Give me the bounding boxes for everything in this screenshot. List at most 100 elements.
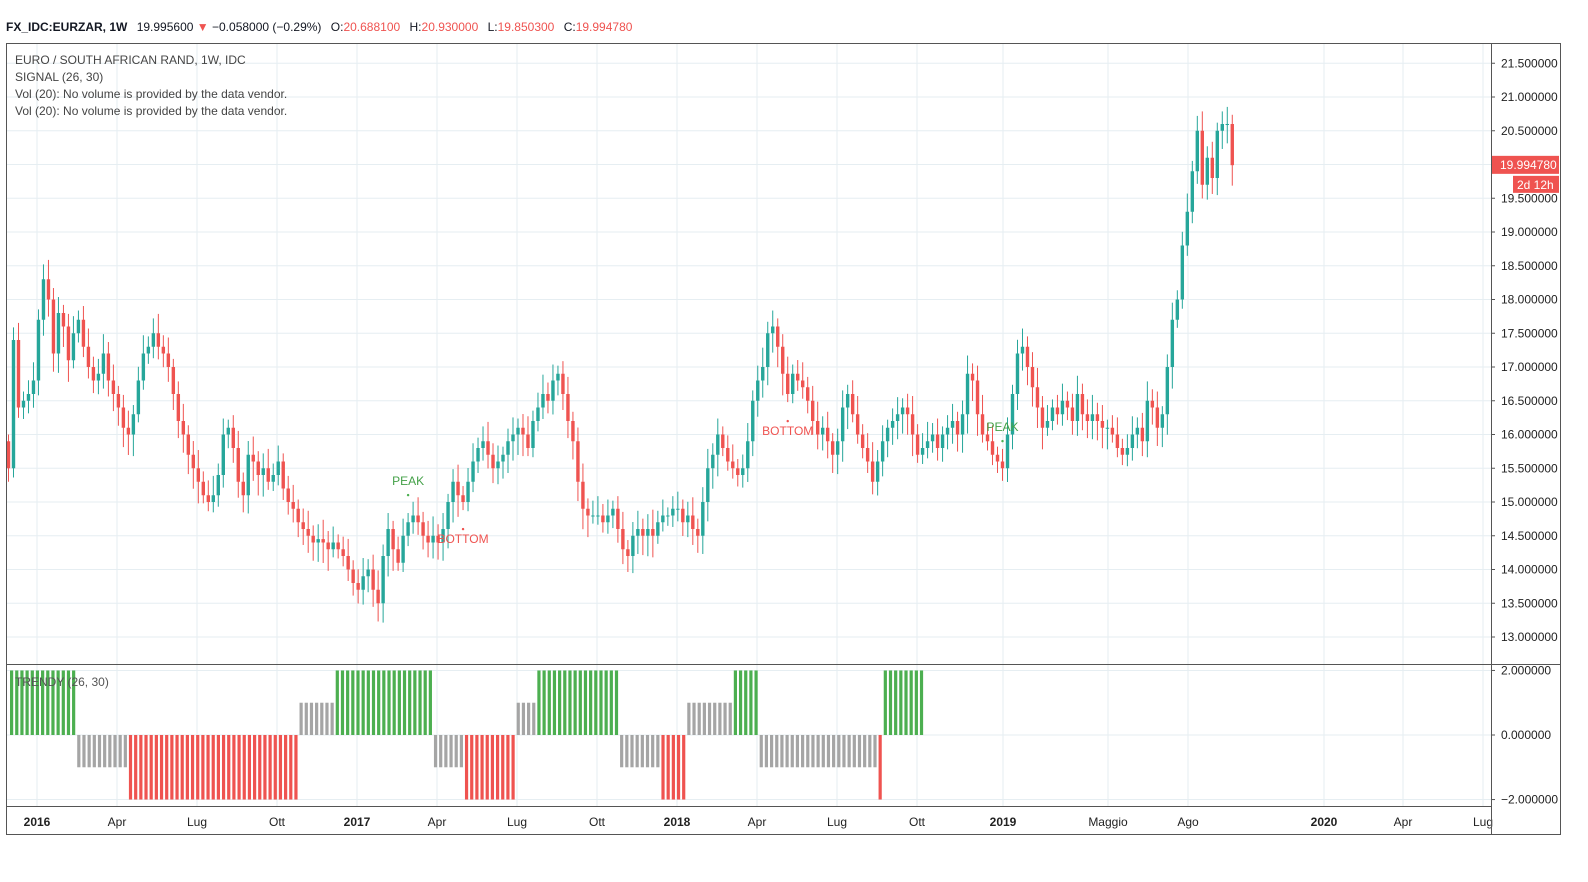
histogram-bar: [583, 670, 588, 735]
candle-body: [915, 434, 920, 455]
candle-body: [496, 461, 500, 469]
candle-body: [61, 313, 66, 327]
histogram-bar: [811, 735, 815, 768]
histogram-bar: [904, 670, 908, 735]
histogram-bar: [780, 735, 784, 768]
candle-body: [1000, 461, 1005, 469]
low-value: 19.850300: [497, 20, 555, 34]
candle-body: [91, 367, 96, 381]
candle-body: [306, 529, 310, 536]
histogram-bar: [366, 670, 370, 735]
indicator-axis[interactable]: 2.000000 0.000000 −2.000000: [1491, 663, 1558, 807]
candle-body: [566, 394, 570, 421]
candle-body: [880, 441, 885, 462]
candle-body: [271, 475, 275, 482]
histogram-bar: [423, 670, 427, 735]
candle-body: [935, 434, 940, 448]
candle-body: [895, 414, 900, 421]
legend-vol-2[interactable]: Vol (20): No volume is provided by the d…: [15, 104, 288, 118]
price-badge-text: 19.994780: [1500, 158, 1557, 172]
legend-vol-1[interactable]: Vol (20): No volume is provided by the d…: [15, 87, 288, 101]
price-tick-label: 18.000000: [1501, 293, 1558, 307]
histogram-bar: [30, 670, 34, 735]
low-label: L:: [487, 20, 498, 34]
histogram-bar: [542, 670, 546, 735]
histogram-bar: [123, 735, 127, 768]
histogram-bar: [718, 702, 722, 735]
candle-body: [426, 535, 430, 543]
candle-body: [850, 394, 855, 415]
candle-body: [66, 326, 71, 361]
candle-body: [411, 515, 415, 523]
down-arrow-icon: ▼: [196, 20, 209, 34]
histogram-bar: [578, 670, 582, 735]
candle-body: [416, 515, 420, 523]
last-price-badge: 19.994780 2d 12h: [1492, 155, 1559, 193]
histogram-bar: [749, 670, 753, 735]
candle-body: [151, 333, 156, 347]
outer-border: [6, 43, 1561, 835]
price-axis[interactable]: 21.50000021.00000020.50000020.00000019.5…: [1491, 56, 1558, 644]
high-value: 20.930000: [421, 20, 479, 34]
candle-body: [746, 441, 750, 469]
histogram-bar: [216, 735, 220, 800]
candle-body: [1130, 434, 1135, 448]
candle-body: [791, 373, 795, 394]
histogram-bar: [563, 670, 567, 735]
histogram-bar: [687, 702, 691, 735]
candle-body: [36, 319, 41, 381]
candle-body: [716, 434, 720, 455]
candle-body: [1205, 157, 1209, 185]
histogram-bar: [506, 735, 510, 800]
time-tick-label: Apr: [748, 815, 767, 829]
candle-body: [1040, 407, 1045, 428]
histogram-bar: [728, 702, 732, 735]
candle-body: [221, 434, 225, 475]
histogram-bar: [185, 735, 189, 800]
candle-body: [865, 448, 870, 462]
symbol-label[interactable]: FX_IDC:EURZAR, 1W: [6, 20, 128, 34]
histogram-bar: [707, 702, 712, 735]
candle-body: [676, 508, 680, 510]
candle-body: [316, 539, 320, 543]
histogram-bar: [475, 735, 479, 800]
histogram-bar: [863, 735, 867, 768]
histogram-bar: [413, 670, 417, 735]
histogram-bar: [702, 702, 706, 735]
histogram-bar: [682, 735, 686, 800]
candle-body: [446, 502, 450, 529]
histogram-bar: [382, 670, 386, 735]
candle-body: [1125, 448, 1130, 455]
candle-body: [860, 434, 865, 448]
candle-body: [106, 353, 111, 381]
candle-body: [521, 427, 525, 435]
histogram-bar: [25, 670, 29, 735]
legend-signal[interactable]: SIGNAL (26, 30): [15, 70, 104, 84]
time-tick-label: Ott: [589, 815, 606, 829]
histogram-bar: [826, 735, 831, 768]
time-tick-label: 2019: [990, 815, 1017, 829]
histogram-bar: [392, 670, 396, 735]
candle-body: [206, 495, 210, 502]
histogram-bar: [196, 735, 200, 800]
candle-body: [945, 427, 950, 435]
candle-body: [611, 508, 615, 516]
candle-body: [1075, 394, 1080, 421]
indicator-tick-label: 0.000000: [1501, 728, 1551, 742]
candle-body: [1070, 407, 1075, 421]
legend-title[interactable]: EURO / SOUTH AFRICAN RAND, 1W, IDC: [15, 53, 246, 67]
candle-body: [1025, 346, 1030, 367]
time-axis[interactable]: 2016 Apr Lug Ott 2017 Apr Lug Ott 2018 Apr Lug Ott 2…: [24, 815, 1493, 829]
time-tick-label: 2018: [664, 815, 691, 829]
candle-body: [1150, 400, 1155, 408]
candle-body: [421, 522, 425, 536]
histogram-bar: [754, 670, 758, 735]
candle-body: [461, 495, 465, 502]
candle-body: [101, 353, 106, 374]
histogram-bar: [15, 670, 19, 735]
candle-body: [476, 448, 480, 462]
candle-body: [561, 373, 565, 394]
histogram-bar: [201, 735, 205, 800]
candle-body: [516, 427, 520, 435]
